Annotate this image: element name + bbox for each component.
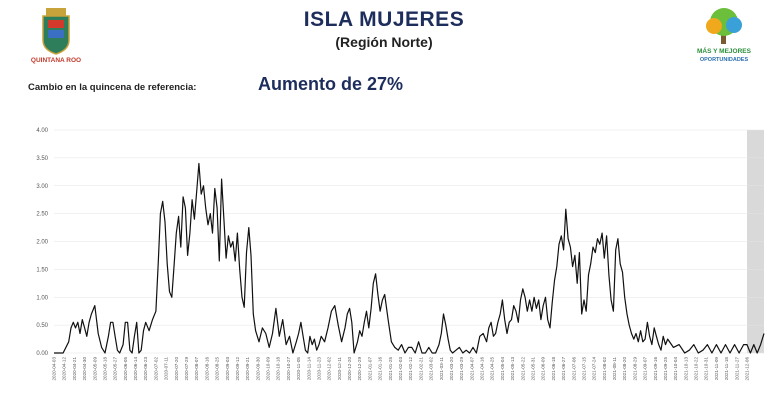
x-tick-label: 2020-07-20 bbox=[174, 357, 179, 381]
x-tick-label: 2020-09-03 bbox=[225, 357, 230, 381]
x-tick-label: 2021-06-18 bbox=[551, 357, 556, 381]
x-tick-label: 2021-06-09 bbox=[541, 357, 546, 381]
x-tick-label: 2021-03-11 bbox=[439, 357, 444, 381]
logo-right-line2: OPORTUNIDADES bbox=[700, 57, 749, 63]
x-tick-label: 2020-12-20 bbox=[347, 357, 352, 381]
x-tick-label: 2021-08-20 bbox=[622, 357, 627, 381]
x-tick-label: 2020-05-09 bbox=[92, 357, 97, 381]
y-tick-label: 2.50 bbox=[36, 212, 48, 218]
logo-left-text: QUINTANA ROO bbox=[31, 57, 81, 64]
x-tick-label: 2021-07-24 bbox=[592, 357, 597, 381]
logo-right-line1: MÁS Y MEJORES bbox=[697, 46, 752, 55]
change-label: Cambio en la quincena de referencia: bbox=[28, 82, 197, 93]
x-tick-label: 2020-04-30 bbox=[82, 357, 87, 381]
x-tick-label: 2020-11-23 bbox=[316, 357, 321, 381]
x-tick-label: 2021-08-02 bbox=[602, 357, 607, 381]
y-tick-label: 1.50 bbox=[36, 267, 48, 273]
x-tick-label: 2020-11-14 bbox=[306, 357, 311, 381]
change-value: Aumento de 27% bbox=[258, 74, 404, 94]
quintana-roo-logo: QUINTANA ROO bbox=[31, 8, 81, 64]
x-tick-label: 2020-12-29 bbox=[357, 357, 362, 381]
y-tick-label: 0.50 bbox=[36, 323, 48, 329]
x-tick-label: 2021-11-27 bbox=[734, 357, 739, 381]
x-tick-label: 2020-11-05 bbox=[296, 357, 301, 381]
x-tick-label: 2020-07-11 bbox=[164, 357, 169, 381]
x-tick-label: 2020-04-12 bbox=[62, 357, 67, 381]
x-tick-label: 2021-09-25 bbox=[663, 357, 668, 381]
x-tick-label: 2021-02-03 bbox=[398, 357, 403, 381]
x-tick-label: 2021-07-15 bbox=[581, 357, 586, 381]
x-tick-label: 2020-05-27 bbox=[113, 357, 118, 381]
x-tick-label: 2020-12-02 bbox=[327, 357, 332, 381]
x-tick-label: 2021-10-13 bbox=[683, 357, 688, 381]
x-tick-label: 2020-09-30 bbox=[255, 357, 260, 381]
page-title: ISLA MUJERES bbox=[303, 8, 465, 31]
x-tick-label: 2021-05-13 bbox=[510, 357, 515, 381]
x-tick-label: 2021-02-12 bbox=[408, 357, 413, 381]
y-tick-label: 4.00 bbox=[36, 128, 48, 134]
x-tick-label: 2021-09-16 bbox=[653, 357, 658, 381]
x-tick-label: 2020-07-29 bbox=[184, 357, 189, 381]
x-tick-label: 2021-06-27 bbox=[561, 357, 566, 381]
x-tick-label: 2021-08-11 bbox=[612, 357, 617, 381]
page-subtitle: (Región Norte) bbox=[335, 34, 433, 50]
x-tick-label: 2020-05-18 bbox=[102, 357, 107, 381]
x-tick-label: 2021-03-29 bbox=[459, 357, 464, 381]
x-tick-label: 2020-08-07 bbox=[194, 357, 199, 381]
x-tick-label: 2021-04-07 bbox=[469, 357, 474, 381]
x-tick-label: 2021-03-02 bbox=[429, 357, 434, 381]
x-tick-label: 2020-10-18 bbox=[276, 357, 281, 381]
x-tick-label: 2021-05-31 bbox=[530, 357, 535, 381]
x-tick-label: 2021-03-20 bbox=[449, 357, 454, 381]
y-tick-label: 2.00 bbox=[36, 240, 48, 246]
y-tick-label: 0.00 bbox=[36, 351, 48, 357]
line-chart: 0.00 0.50 1.00 1.50 2.00 2.50 3.00 3.50 4.00 202… bbox=[36, 128, 765, 381]
x-tick-label: 2020-06-23 bbox=[143, 357, 148, 381]
x-tick-label: 2021-12-06 bbox=[745, 357, 750, 381]
x-tick-label: 2021-08-29 bbox=[632, 357, 637, 381]
x-tick-label: 2020-08-16 bbox=[204, 357, 209, 381]
x-tick-label: 2020-04-03 bbox=[52, 357, 57, 381]
x-tick-label: 2021-10-04 bbox=[673, 357, 678, 381]
x-tick-label: 2020-08-25 bbox=[215, 357, 220, 381]
x-tick-label: 2021-11-18 bbox=[724, 357, 729, 381]
x-tick-label: 2020-06-14 bbox=[133, 357, 138, 381]
x-tick-label: 2021-09-07 bbox=[643, 357, 648, 381]
x-tick-label: 2020-10-27 bbox=[286, 357, 291, 381]
y-tick-label: 3.00 bbox=[36, 184, 48, 190]
x-tick-label: 2020-06-05 bbox=[123, 357, 128, 381]
x-tick-label: 2021-11-09 bbox=[714, 357, 719, 381]
x-tick-label: 2020-10-09 bbox=[266, 357, 271, 381]
x-tick-label: 2021-04-16 bbox=[480, 357, 485, 381]
x-tick-label: 2020-09-12 bbox=[235, 357, 240, 381]
y-tick-label: 3.50 bbox=[36, 156, 48, 162]
x-tick-label: 2021-01-25 bbox=[388, 357, 393, 381]
x-tick-label: 2021-05-04 bbox=[500, 357, 505, 381]
x-tick-label: 2021-02-21 bbox=[418, 357, 423, 381]
x-tick-label: 2021-05-22 bbox=[520, 357, 525, 381]
x-tick-label: 2020-09-21 bbox=[245, 357, 250, 381]
x-tick-label: 2021-01-07 bbox=[367, 357, 372, 381]
x-tick-label: 2020-04-21 bbox=[72, 357, 77, 381]
x-tick-label: 2021-04-25 bbox=[490, 357, 495, 381]
x-tick-label: 2021-10-22 bbox=[694, 357, 699, 381]
x-tick-label: 2020-07-02 bbox=[153, 357, 158, 381]
series-line bbox=[54, 162, 765, 354]
y-tick-label: 1.00 bbox=[36, 295, 48, 301]
x-tick-label: 2021-07-06 bbox=[571, 357, 576, 381]
x-tick-label: 2020-12-11 bbox=[337, 357, 342, 381]
mas-y-mejores-logo: MÁS Y MEJORES OPORTUNIDADES bbox=[697, 8, 752, 63]
x-tick-label: 2021-01-16 bbox=[378, 357, 383, 381]
x-tick-label: 2021-10-31 bbox=[704, 357, 709, 381]
